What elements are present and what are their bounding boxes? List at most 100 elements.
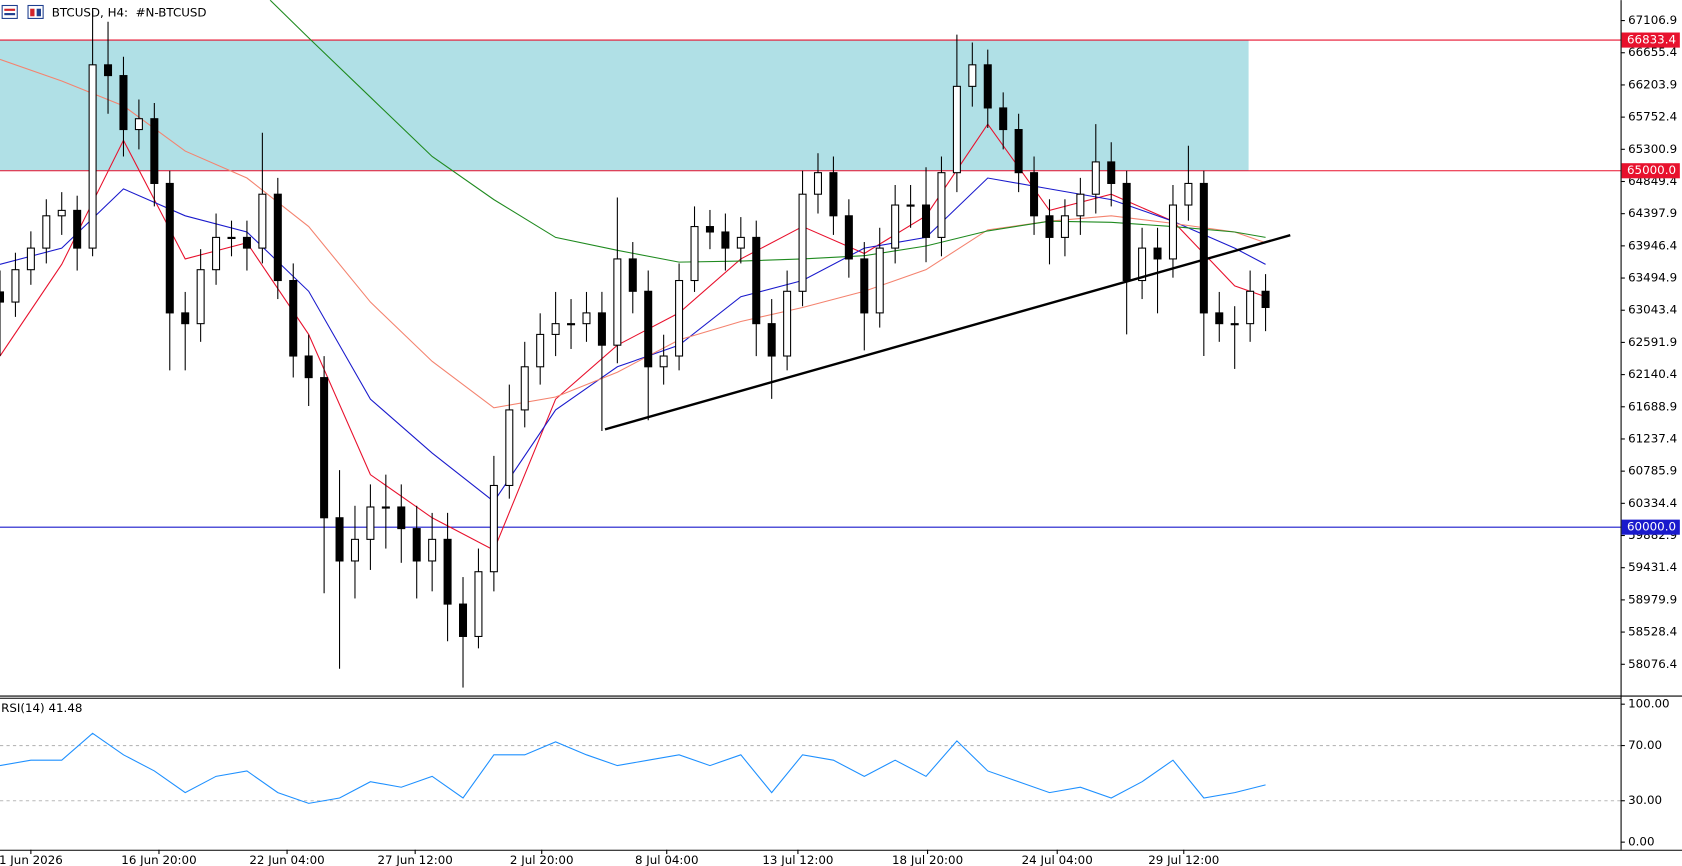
candle-body [443,538,452,605]
candle-body [1199,182,1208,314]
y-tick-label: 66655.4 [1628,45,1677,59]
x-tick-label: 16 Jun 20:00 [121,853,196,866]
candle-body [1184,182,1193,206]
candle-body [705,226,714,233]
candle-body [567,323,576,326]
y-tick-label: 67106.9 [1628,13,1677,27]
chart-title: BTCUSD, H4: #N-BTCUSD [52,6,207,20]
y-tick-label: 63946.4 [1628,238,1677,252]
candle-body [42,215,51,249]
x-tick-label: 2 Jul 20:00 [510,853,574,866]
y-tick-label: 62591.9 [1628,335,1677,349]
candle-body [335,517,344,562]
icon [1,4,18,19]
price-level-tag [1621,519,1680,535]
candle-body [1122,182,1131,282]
candle-body [165,182,174,314]
candle-body [628,258,637,292]
candle-body [11,269,20,303]
y-tick-label: 61688.9 [1628,399,1677,413]
candle-body [536,333,545,368]
price-level-tag [1621,163,1680,179]
icon [36,8,41,17]
candle-body [767,323,776,357]
rsi-label: RSI(14) 41.48 [1,701,82,715]
candle-body [1168,204,1177,260]
candle-body [1138,247,1147,282]
candle-body [1091,161,1100,195]
candle-body [721,231,730,249]
candle-body [937,172,946,238]
candle-body [1060,215,1069,238]
moving-average [269,0,1266,263]
candle-body [73,209,82,249]
y-tick-label: 65752.4 [1628,110,1677,124]
x-tick-label: 8 Jul 04:00 [635,853,699,866]
candle-body [1076,193,1085,217]
candle-body [1230,323,1239,326]
candle-body [428,538,437,562]
y-tick-label: 65300.9 [1628,142,1677,156]
candle-body [999,107,1008,131]
candle-body [258,193,267,249]
candle-body [57,209,66,217]
icon [4,13,16,16]
candle-body [459,603,468,637]
y-tick-label: 58979.9 [1628,592,1677,606]
candle-body [860,258,869,314]
candle-body [906,204,915,207]
price-level-label: 65000.0 [1627,163,1676,177]
candle-body [690,226,699,282]
x-tick-label: 24 Jul 04:00 [1022,853,1093,866]
candle-body [181,312,190,325]
candle-body [381,506,390,509]
candle-body [644,290,653,368]
candle-body [875,247,884,314]
candle-body [366,506,375,540]
price-level-tag [1621,32,1680,48]
candle-body [227,236,236,240]
y-tick-label: 58076.4 [1628,657,1677,671]
candle-body [0,291,5,303]
candle-body [397,506,406,530]
x-tick-label: 18 Jul 20:00 [892,853,963,866]
candle-body [1030,172,1039,217]
x-tick-label: 1 Jun 2026 [0,853,63,866]
price-panel [0,0,1621,688]
candle-body [1153,247,1162,260]
candle-body [675,279,684,357]
rsi-line [0,732,1266,804]
y-tick-label: 66203.9 [1628,77,1677,91]
candle-body [1246,290,1255,325]
candle-body [891,204,900,249]
y-tick-label: 61237.4 [1628,431,1677,445]
y-tick-label: 64397.9 [1628,206,1677,220]
x-tick-label: 29 Jul 12:00 [1148,853,1219,866]
candle-body [1261,290,1270,309]
candle-body [597,312,606,346]
candle-body [783,290,792,357]
candle-body [551,323,560,335]
candle-body [1014,129,1023,174]
y-tick-label: 59431.4 [1628,560,1677,574]
y-tick-label: 30.00 [1628,793,1662,807]
candle-body [242,236,251,249]
trendline [604,234,1291,431]
price-level-label: 60000.0 [1627,520,1676,534]
candle-body [1045,215,1054,238]
x-tick-label: 13 Jul 12:00 [762,853,833,866]
candle-body [320,377,329,519]
y-tick-label: 58528.4 [1628,625,1677,639]
price-level-label: 66833.4 [1627,33,1676,47]
supply-zone [0,40,1249,171]
x-tick-label: 27 Jun 12:00 [377,853,452,866]
candle-body [505,409,514,487]
y-tick-label: 60334.4 [1628,496,1677,510]
candle-body [104,64,113,77]
candle-body [798,193,807,292]
x-tick-label: 22 Jun 04:00 [249,853,324,866]
candle-body [134,118,143,131]
candle-body [813,172,822,195]
candle-body [119,75,128,131]
candle-body [489,484,498,573]
